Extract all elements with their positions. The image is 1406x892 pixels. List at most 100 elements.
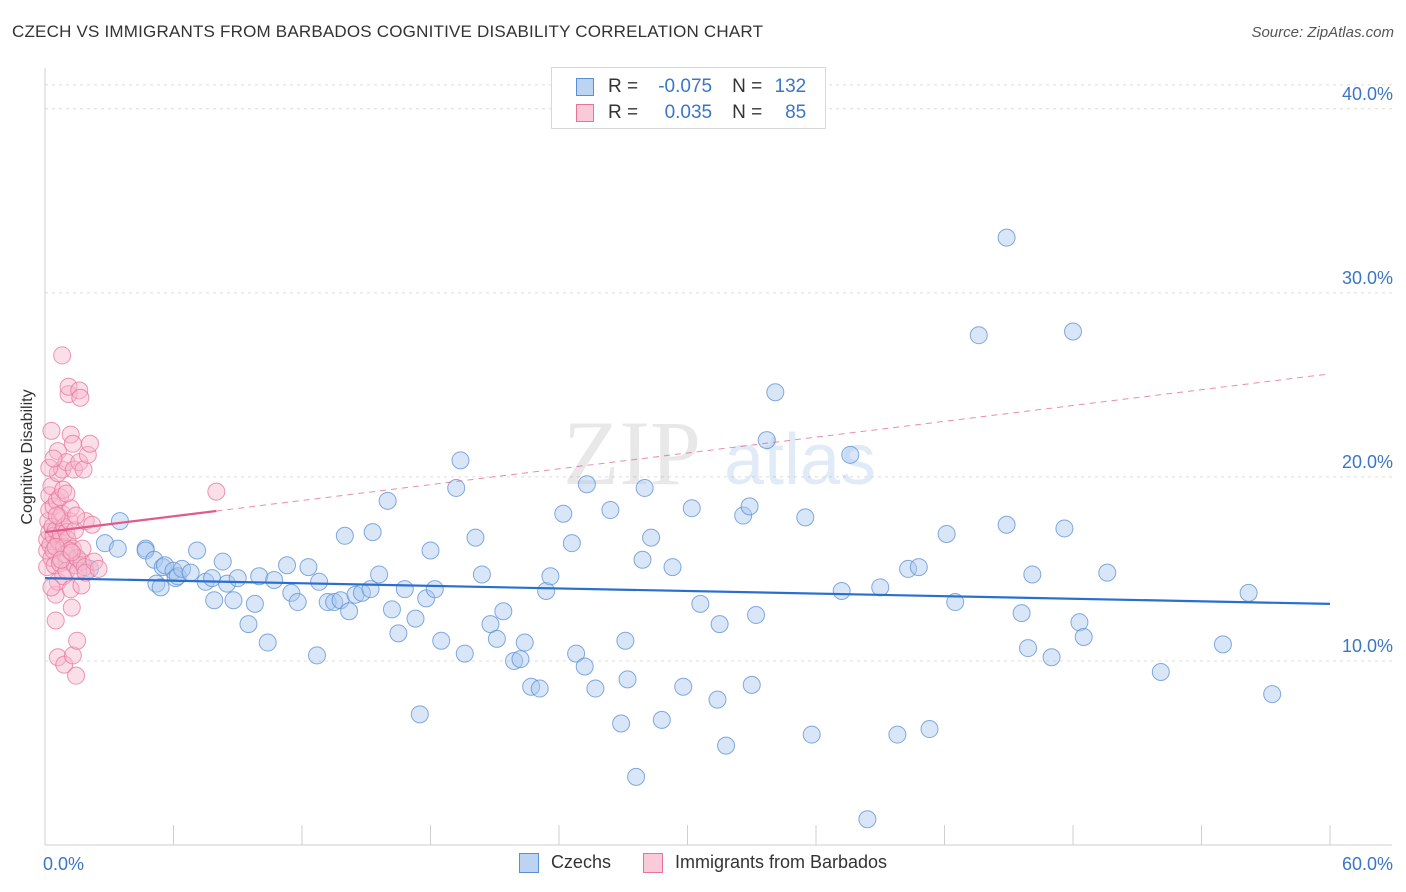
czech-point — [832, 582, 851, 601]
czech-point — [717, 736, 736, 755]
barbados-point — [68, 631, 87, 650]
legend-r-label: R = — [608, 76, 639, 97]
barbados-point — [53, 346, 72, 365]
czech-point — [888, 725, 907, 744]
czech-point — [575, 657, 594, 676]
czech-point — [511, 650, 530, 669]
barbados-point — [70, 381, 89, 400]
czech-point — [635, 478, 654, 497]
barbados-point — [72, 552, 91, 571]
czech-point — [554, 504, 573, 523]
barbados-point — [67, 666, 86, 685]
watermark: ZIP atlas — [563, 402, 876, 504]
barbados-point — [89, 559, 108, 578]
czech-point — [691, 594, 710, 613]
czech-point — [310, 572, 329, 591]
czech-point — [633, 550, 652, 569]
czech-point — [108, 539, 127, 558]
legend-label-czechs: Czechs — [550, 852, 611, 872]
czech-point — [151, 578, 170, 597]
czech-point — [674, 677, 693, 696]
legend-n-value: 85 — [785, 102, 807, 123]
czech-point — [205, 591, 224, 610]
czech-point — [224, 591, 243, 610]
czech-point — [909, 558, 928, 577]
y-tick-label: 40.0% — [1342, 84, 1393, 104]
czech-point — [747, 605, 766, 624]
tick-label-layer: 10.0% 20.0% 30.0% 40.0% 0.0% 60.0% — [43, 84, 1393, 874]
barbados-point — [75, 558, 94, 577]
czech-point — [432, 631, 451, 650]
legend-r-value: -0.075 — [658, 76, 713, 97]
czech-point — [663, 558, 682, 577]
czech-point — [203, 569, 222, 588]
legend-r-value: 0.035 — [664, 102, 713, 123]
barbados-trend-line-solid — [44, 509, 217, 534]
czech-point — [946, 593, 965, 612]
barbados-point — [62, 543, 81, 562]
legend-item-czechs: Czechs — [518, 852, 611, 873]
czech-point — [307, 646, 326, 665]
barbados-point — [46, 611, 65, 630]
czech-point — [421, 541, 440, 560]
legend-swatch-czechs — [576, 78, 594, 96]
barbados-point — [48, 648, 67, 667]
czech-point — [969, 326, 988, 345]
y-tick-label: 30.0% — [1342, 268, 1393, 288]
axes-layer — [44, 68, 1392, 846]
czech-point — [466, 528, 485, 547]
legend-row-barbados: R = 0.035 N = 85 — [576, 100, 806, 126]
czech-point — [389, 624, 408, 643]
czech-point — [541, 567, 560, 586]
barbados-point — [59, 385, 78, 404]
czech-point — [567, 644, 586, 663]
legend-n-label: N = — [732, 76, 763, 97]
czech-point — [618, 670, 637, 689]
barbados-point — [78, 445, 97, 464]
czech-point — [278, 556, 297, 575]
czech-point — [642, 528, 661, 547]
czech-point — [361, 580, 380, 599]
czech-point — [395, 580, 414, 599]
czech-point — [562, 534, 581, 553]
czech-point — [239, 615, 258, 634]
czech-point — [447, 478, 466, 497]
czech-point — [1074, 628, 1093, 647]
grid-layer — [45, 84, 1392, 662]
czech-point — [181, 563, 200, 582]
czech-point — [841, 445, 860, 464]
czech-point — [734, 506, 753, 525]
czech-point — [612, 714, 631, 733]
czech-point — [871, 578, 890, 597]
czech-point — [173, 559, 192, 578]
czech-trend-line — [44, 577, 1331, 605]
czech-point — [740, 497, 759, 516]
czech-point — [370, 565, 389, 584]
czech-point — [796, 508, 815, 527]
czech-point — [188, 541, 207, 560]
barbados-point — [61, 499, 80, 518]
czech-point — [858, 810, 877, 829]
czech-point — [472, 565, 491, 584]
czech-point — [802, 725, 821, 744]
czech-point — [451, 451, 470, 470]
barbados-point — [80, 434, 99, 453]
czech-point — [155, 556, 174, 575]
legend-n-label: N = — [732, 102, 763, 123]
czech-point — [766, 383, 785, 402]
barbados-point — [74, 460, 93, 479]
barbados-point — [40, 458, 59, 477]
barbados-trend-line-dashed — [216, 373, 1331, 512]
barbados-point — [44, 449, 63, 468]
czech-point — [1263, 685, 1282, 704]
barbados-point — [67, 506, 86, 525]
czech-point — [425, 580, 444, 599]
czech-point — [530, 679, 549, 698]
czech-point — [997, 515, 1016, 534]
legend-swatch-czechs — [518, 852, 539, 873]
czech-point — [1064, 322, 1082, 341]
czech-point — [282, 583, 301, 602]
czech-point — [586, 679, 605, 698]
czech-point — [228, 569, 247, 588]
czech-point — [515, 633, 534, 652]
